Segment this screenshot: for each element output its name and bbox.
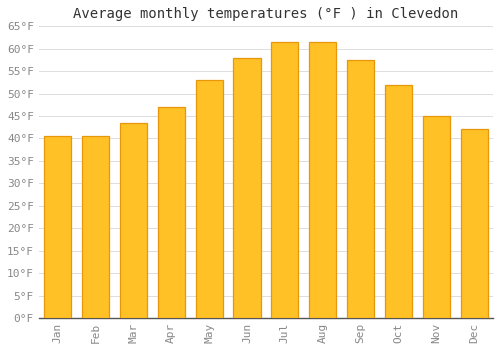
Bar [196,80,223,318]
Title: Average monthly temperatures (°F ) in Clevedon: Average monthly temperatures (°F ) in Cl… [74,7,458,21]
Bar [234,58,260,318]
Bar [460,130,488,318]
Bar [271,42,298,318]
Bar [309,42,336,318]
Bar [347,60,374,318]
Bar [158,107,185,318]
Bar [422,116,450,318]
Bar [82,136,109,318]
Bar [44,136,72,318]
Bar [385,85,412,318]
Bar [120,123,147,318]
